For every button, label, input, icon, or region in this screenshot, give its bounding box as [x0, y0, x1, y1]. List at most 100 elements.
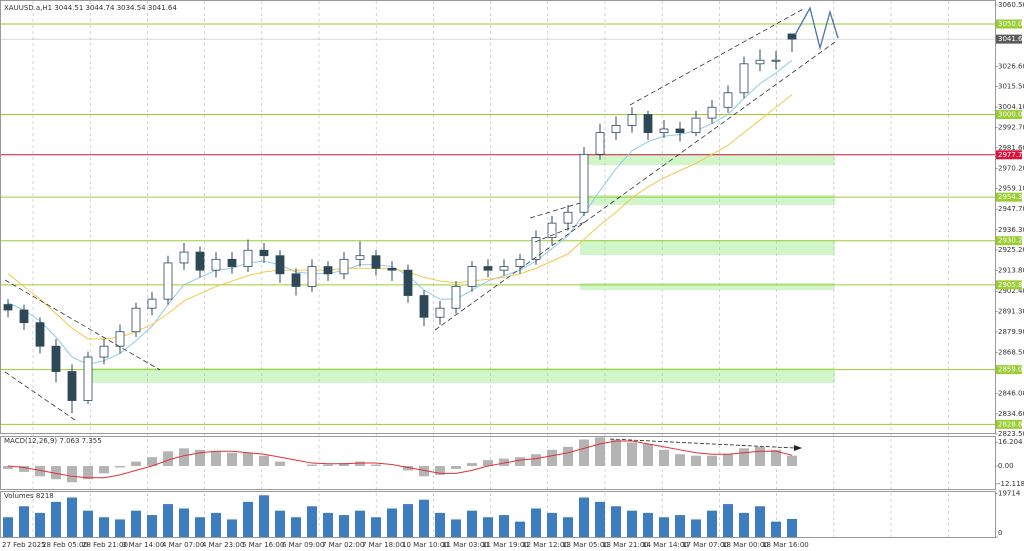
macd-bar [451, 466, 461, 469]
volume-bar [339, 515, 349, 537]
volume-bar [147, 515, 157, 537]
x-tick-label: 13 Mar 05:00 [562, 541, 609, 549]
volume-bar [3, 517, 13, 537]
candle-body [323, 266, 333, 275]
x-tick-label: 28 Feb 05:00 [42, 541, 88, 549]
macd-bar [563, 446, 573, 467]
x-tick-label: 12 Mar 12:00 [522, 541, 569, 549]
macd-bar [163, 451, 173, 467]
level-label-bg [996, 419, 1022, 429]
volume-bar [723, 504, 733, 537]
macd-bar [355, 461, 365, 467]
volume-bar [595, 501, 605, 537]
x-tick-label: 18 Mar 00:00 [722, 541, 769, 549]
macd-bar [579, 439, 589, 467]
macd-bar [739, 448, 749, 467]
level-label-bg [996, 192, 1022, 202]
macd-bar [643, 443, 653, 467]
trend-line [534, 221, 586, 243]
macd-bar [547, 449, 557, 467]
candle-body [627, 114, 637, 126]
volume-bar [211, 512, 221, 537]
candle-body [371, 255, 381, 269]
current-price-bg [996, 34, 1022, 44]
volume-bar [307, 506, 317, 537]
volume-bar [259, 495, 269, 537]
candle-body [179, 251, 189, 264]
candle-body [499, 266, 509, 271]
y-tick-label: 3026.60 [998, 62, 1024, 70]
candle-body [243, 249, 253, 267]
volume-bar [771, 521, 781, 537]
candle-body [291, 273, 301, 287]
volume-bar [227, 519, 237, 537]
y-tick-label: 3004.10 [998, 103, 1024, 111]
candle-body [115, 331, 125, 347]
volume-bar [483, 517, 493, 537]
macd-bar [275, 461, 285, 467]
moving-average [7, 59, 793, 365]
y-tick-label: 2959.10 [998, 185, 1024, 193]
candle-body [723, 92, 733, 108]
macd-bar [211, 451, 221, 467]
macd-bar [483, 460, 493, 467]
y-tick-label: 2981.60 [998, 144, 1024, 152]
volume-bar [371, 517, 381, 537]
macd-tick-label: -12.118 [998, 480, 1024, 488]
macd-bar [323, 464, 333, 467]
x-tick-label: 7 Mar 18:00 [362, 541, 404, 549]
level-label: 2905.89 [998, 281, 1024, 289]
macd-bar [131, 461, 141, 467]
macd-bar [51, 466, 61, 480]
volume-bar [755, 506, 765, 537]
level-label-bg [996, 365, 1022, 375]
level-label: 3000.00 [998, 111, 1024, 119]
candle-body [83, 356, 93, 401]
volume-bar [547, 512, 557, 537]
level-label: 2828.83 [998, 420, 1024, 428]
volume-bar [467, 510, 477, 537]
candle-body [419, 295, 429, 318]
y-tick-label: 2970.20 [998, 164, 1024, 172]
y-tick-label: 2947.70 [998, 205, 1024, 213]
macd-bar [259, 455, 269, 467]
macd-bar [787, 455, 797, 467]
volume-bar [419, 499, 429, 537]
level-label-bg [996, 19, 1022, 29]
candle-body [339, 258, 349, 275]
candle-body [643, 114, 653, 134]
y-tick-label: 2868.50 [998, 349, 1024, 357]
x-tick-label: 6 Mar 09:00 [282, 541, 324, 549]
volume-bar [291, 517, 301, 537]
candle-body [387, 267, 397, 271]
volume-tick-label: 19714 [998, 490, 1021, 498]
x-tick-label: 27 Feb 2025 [2, 541, 46, 549]
macd-bar [227, 452, 237, 467]
macd-bar [675, 454, 685, 467]
candle-body [403, 269, 413, 296]
volume-bar [99, 517, 109, 537]
candle-body [595, 132, 605, 155]
volume-bar [499, 515, 509, 537]
macd-bar [723, 454, 733, 467]
macd-bar [19, 466, 29, 472]
candle-body [211, 258, 221, 271]
macd-bar [179, 448, 189, 467]
y-tick-label: 3060.50 [998, 1, 1024, 9]
volume-bar [403, 504, 413, 537]
volume-bar [19, 506, 29, 537]
y-tick-label: 2846.00 [998, 389, 1024, 397]
volume-bar [115, 519, 125, 537]
volume-bar [51, 501, 61, 537]
x-tick-label: 14 Mar 14:00 [642, 541, 689, 549]
trend-line [529, 202, 581, 219]
candle-body [707, 106, 717, 119]
y-tick-label: 2834.60 [998, 410, 1024, 418]
zone [580, 240, 835, 255]
volume-bar [67, 497, 77, 537]
x-tick-label: 5 Mar 16:00 [242, 541, 284, 549]
candle-body [739, 63, 749, 94]
candle-body [195, 251, 205, 271]
